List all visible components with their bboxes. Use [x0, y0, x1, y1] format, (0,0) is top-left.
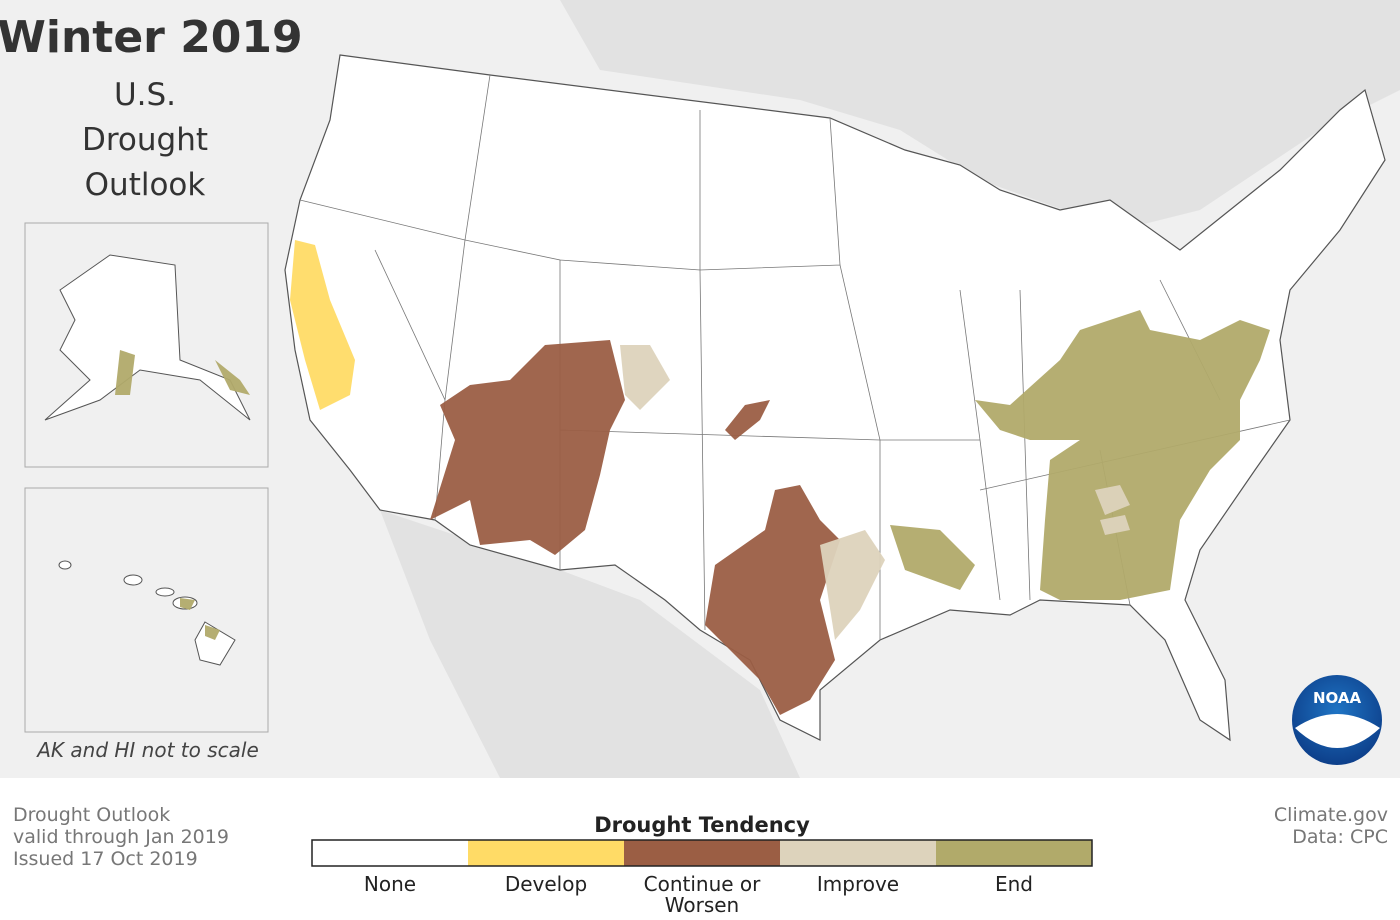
- footer-left: Drought Outlook: [13, 804, 171, 826]
- logo-text: NOAA: [1313, 689, 1362, 707]
- legend-title: Drought Tendency: [594, 813, 810, 837]
- drought-region: [430, 340, 625, 555]
- canada: [560, 0, 1400, 230]
- drought-region: [820, 530, 885, 640]
- footer-right: Climate.gov: [1273, 804, 1388, 826]
- footer-right: Data: CPC: [1292, 826, 1388, 848]
- drought-region: [725, 400, 770, 440]
- legend-label: Develop: [504, 872, 588, 896]
- footer-left: valid through Jan 2019: [13, 826, 229, 848]
- noaa-gull: [1295, 714, 1380, 748]
- legend-label: End: [994, 872, 1033, 896]
- drought-region: [115, 350, 250, 395]
- drought-region: [620, 345, 670, 410]
- legend-frame: [311, 839, 1093, 867]
- subtitle: Outlook: [85, 167, 206, 203]
- legend-label: Improve: [816, 872, 900, 896]
- mexico: [380, 510, 800, 778]
- legend-label: Continue or Worsen: [643, 872, 761, 917]
- footer-left: Issued 17 Oct 2019: [13, 848, 198, 870]
- drought-region: [975, 310, 1270, 600]
- subtitle: Drought: [82, 122, 208, 158]
- legend-swatch: [468, 840, 624, 866]
- legend-label: None: [363, 872, 417, 896]
- inset-note: AK and HI not to scale: [35, 738, 259, 762]
- drought-region: [1095, 485, 1130, 535]
- subtitle: U.S.: [114, 77, 176, 113]
- alaska: [44, 254, 251, 421]
- drought-region: [290, 240, 355, 410]
- legend-swatch: [624, 840, 780, 866]
- drought-region: [705, 485, 840, 715]
- drought-region: [890, 525, 975, 590]
- drought-region: [180, 598, 220, 640]
- legend-swatch: [312, 840, 468, 866]
- legend-swatch: [936, 840, 1092, 866]
- hawaii-inset: [24, 487, 269, 733]
- legend-swatch: [780, 840, 936, 866]
- title: Winter 2019: [0, 12, 303, 63]
